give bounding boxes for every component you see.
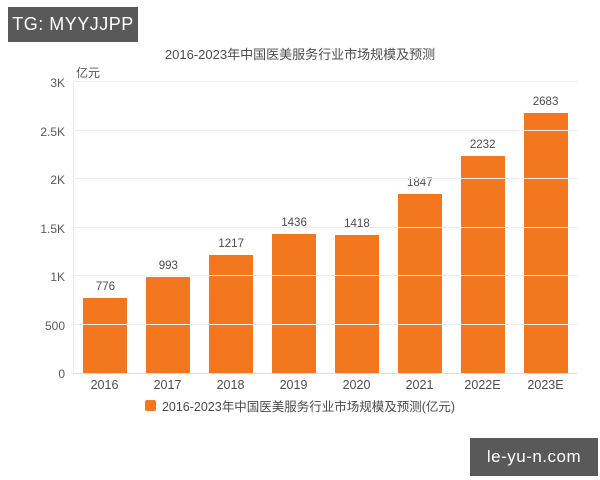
legend-label: 2016-2023年中国医美服务行业市场规模及预测(亿元)	[161, 400, 456, 414]
gridline	[74, 323, 577, 325]
bar	[397, 194, 442, 373]
bar-value-label: 1847	[407, 177, 433, 189]
legend-marker-icon	[144, 400, 156, 411]
bar-column: 1418	[326, 83, 389, 373]
gridline	[74, 129, 577, 131]
x-axis-label: 2019	[279, 378, 308, 392]
y-tick-label: 500	[44, 318, 65, 333]
bar-value-label: 1418	[344, 218, 370, 230]
x-axis-label: 2016	[90, 378, 119, 392]
bar-column: 1847	[388, 83, 451, 373]
x-axis-label: 2023E	[527, 378, 564, 392]
bar	[334, 235, 379, 373]
legend: 2016-2023年中国医美服务行业市场规模及预测(亿元)	[0, 396, 600, 415]
x-axis-label: 2021	[405, 378, 434, 392]
bar-column: 1217	[200, 83, 263, 373]
bar	[83, 298, 128, 373]
bars-container: 776 993 1217 1436 1418 1847 2232 2683	[74, 83, 577, 373]
watermark-bottom-right: le-yu-n.com	[470, 438, 598, 476]
x-axis-label: 2017	[153, 378, 182, 392]
y-tick-label: 3K	[50, 76, 65, 90]
bar-value-label: 1217	[218, 238, 244, 250]
bar-value-label: 2683	[532, 96, 559, 108]
gridline	[74, 178, 577, 179]
bar-column: 2232	[451, 83, 514, 373]
bar	[523, 113, 568, 373]
bar-column: 1436	[263, 83, 326, 373]
gridline	[74, 81, 577, 82]
bar	[146, 277, 191, 373]
bar-value-label: 993	[158, 260, 178, 272]
chart-title: 2016-2023年中国医美服务行业市场规模及预测	[164, 47, 436, 62]
gridline	[74, 275, 577, 276]
bar-column: 2683	[514, 83, 577, 373]
y-axis-tick-labels: 0 500 1K 1.5K 2K 2.5K 3K	[0, 76, 65, 381]
bar-value-label: 776	[95, 281, 116, 293]
bar	[209, 255, 254, 373]
x-axis-labels: 2016 2017 2018 2019 2020 2021 2022E 2023E	[73, 378, 577, 392]
y-axis-unit-label: 亿元	[76, 66, 101, 80]
gridline	[74, 226, 577, 228]
x-axis-label: 2022E	[464, 378, 501, 392]
watermark-top-left: TG: MYYJJPP	[8, 7, 138, 42]
y-tick-label: 0	[58, 367, 65, 381]
plot-area: 776 993 1217 1436 1418 1847 2232 2683	[73, 81, 577, 374]
x-axis-label: 2020	[342, 378, 371, 392]
y-tick-label: 1.5K	[40, 221, 65, 236]
y-tick-label: 2K	[50, 173, 65, 187]
bar-value-label: 2232	[469, 139, 496, 151]
bar-value-label: 1436	[281, 217, 307, 229]
y-tick-label: 1K	[50, 270, 65, 284]
x-axis-label: 2018	[216, 378, 245, 392]
bar-column: 776	[74, 83, 137, 373]
bar-column: 993	[137, 83, 200, 373]
bar	[272, 234, 317, 373]
y-tick-label: 2.5K	[40, 124, 65, 139]
bar	[460, 156, 505, 373]
